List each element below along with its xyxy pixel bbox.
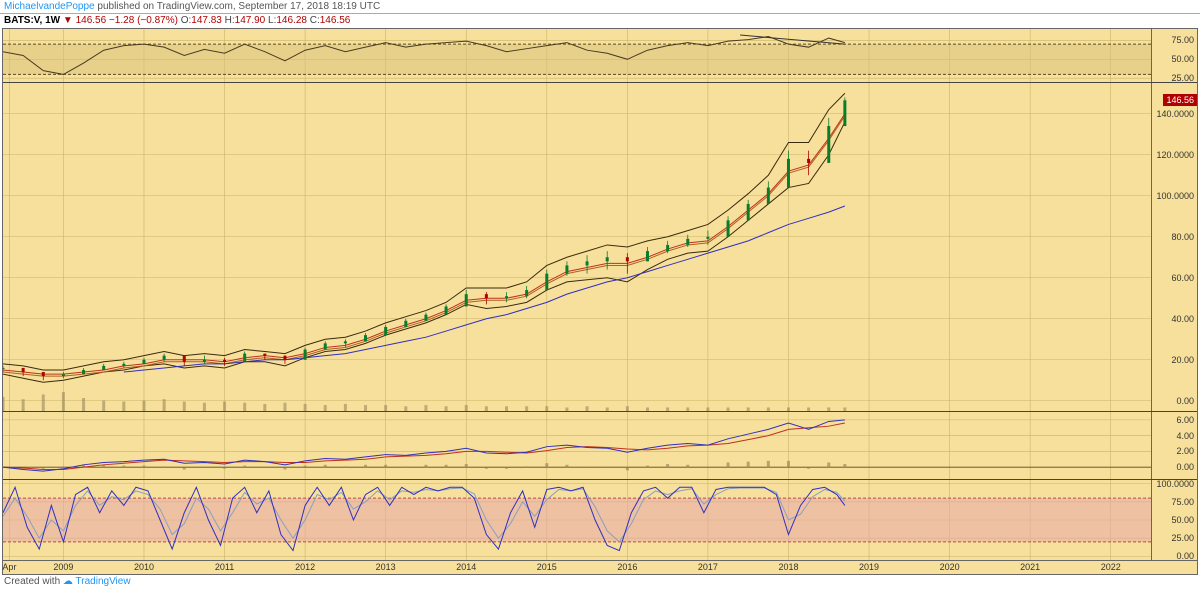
tradingview-link[interactable]: TradingView xyxy=(76,576,131,587)
symbol: BATS:V, 1W xyxy=(4,15,60,26)
o-label: O: xyxy=(181,15,192,26)
y-tick: 4.00 xyxy=(1176,431,1194,441)
stoch-pane[interactable]: 0.00 25.00 50.00 75.00 100.0000 xyxy=(3,480,1197,560)
y-tick: 0.00 xyxy=(1176,396,1194,406)
y-tick: 0.00 xyxy=(1176,462,1194,472)
time-tick: 2012 xyxy=(295,562,315,572)
time-tick: 2018 xyxy=(778,562,798,572)
c-label: C: xyxy=(310,15,320,26)
price-pane[interactable]: 0.00 20.00 40.00 60.00 80.00 100.0000 120.0000… xyxy=(3,83,1197,412)
header-mid: published on TradingView.com, xyxy=(95,1,239,12)
y-tick: 6.00 xyxy=(1176,415,1194,425)
y-tick: 140.0000 xyxy=(1156,109,1194,119)
price-yaxis: 0.00 20.00 40.00 60.00 80.00 100.0000 120.0000… xyxy=(1151,83,1197,411)
y-tick: 80.00 xyxy=(1171,232,1194,242)
publish-header: MichaelvandePoppe published on TradingVi… xyxy=(0,0,1200,14)
last-price: 146.56 xyxy=(76,15,107,26)
time-tick: Apr xyxy=(2,562,16,572)
y-tick: 2.00 xyxy=(1176,446,1194,456)
time-tick: 2009 xyxy=(53,562,73,572)
time-tick: 2016 xyxy=(617,562,637,572)
y-tick: 100.0000 xyxy=(1156,191,1194,201)
time-tick: 2010 xyxy=(134,562,154,572)
o-val: 147.83 xyxy=(191,15,222,26)
y-tick: 25.00 xyxy=(1171,533,1194,543)
time-tick: 2015 xyxy=(537,562,557,572)
cloud-icon: ☁ xyxy=(63,576,73,587)
time-tick: 2013 xyxy=(376,562,396,572)
time-tick: 2019 xyxy=(859,562,879,572)
y-tick: 60.00 xyxy=(1171,273,1194,283)
y-tick: 100.0000 xyxy=(1156,479,1194,489)
h-label: H: xyxy=(225,15,235,26)
time-tick: 2020 xyxy=(940,562,960,572)
footer: Created with ☁ TradingView xyxy=(0,575,1200,589)
macd-yaxis: 0.00 2.00 4.00 6.00 xyxy=(1151,412,1197,479)
y-tick: 50.00 xyxy=(1171,515,1194,525)
y-tick: 20.00 xyxy=(1171,355,1194,365)
rsi-pane[interactable]: 25.00 50.00 75.00 xyxy=(3,29,1197,83)
rsi-yaxis: 25.00 50.00 75.00 xyxy=(1151,29,1197,82)
y-tick: 50.00 xyxy=(1171,54,1194,64)
footer-prefix: Created with xyxy=(4,576,63,587)
macd-pane[interactable]: 0.00 2.00 4.00 6.00 xyxy=(3,412,1197,480)
rsi-plot xyxy=(3,29,1151,82)
header-timestamp: September 17, 2018 18:19 UTC xyxy=(238,1,380,12)
time-axis: Apr 2009 2010 2011 2012 2013 2014 2015 2016 2017 2… xyxy=(2,561,1198,575)
arrow-down-icon: ▼ xyxy=(63,15,73,26)
y-tick: 120.0000 xyxy=(1156,150,1194,160)
y-tick: 25.00 xyxy=(1171,73,1194,83)
c-val: 146.56 xyxy=(320,15,351,26)
chart-stack[interactable]: 25.00 50.00 75.00 0.00 20.00 40.00 60.00 80.00… xyxy=(2,28,1198,561)
y-tick: 0.00 xyxy=(1176,551,1194,561)
y-tick: 40.00 xyxy=(1171,314,1194,324)
price-tag: 146.56 xyxy=(1163,94,1197,106)
time-tick: 2022 xyxy=(1101,562,1121,572)
author-link[interactable]: MichaelvandePoppe xyxy=(4,1,95,12)
time-tick: 2017 xyxy=(698,562,718,572)
change-pct: (−0.87%) xyxy=(137,15,178,26)
y-tick: 75.00 xyxy=(1171,497,1194,507)
stoch-plot xyxy=(3,480,1151,560)
change: −1.28 xyxy=(109,15,134,26)
macd-plot xyxy=(3,412,1151,479)
time-tick: 2014 xyxy=(456,562,476,572)
y-tick: 75.00 xyxy=(1171,35,1194,45)
price-plot xyxy=(3,83,1151,411)
h-val: 147.90 xyxy=(235,15,266,26)
l-val: 146.28 xyxy=(276,15,307,26)
time-tick: 2011 xyxy=(215,562,234,572)
time-tick: 2021 xyxy=(1020,562,1040,572)
stoch-yaxis: 0.00 25.00 50.00 75.00 100.0000 xyxy=(1151,480,1197,560)
ohlc-bar: BATS:V, 1W ▼ 146.56 −1.28 (−0.87%) O:147… xyxy=(0,14,1200,28)
